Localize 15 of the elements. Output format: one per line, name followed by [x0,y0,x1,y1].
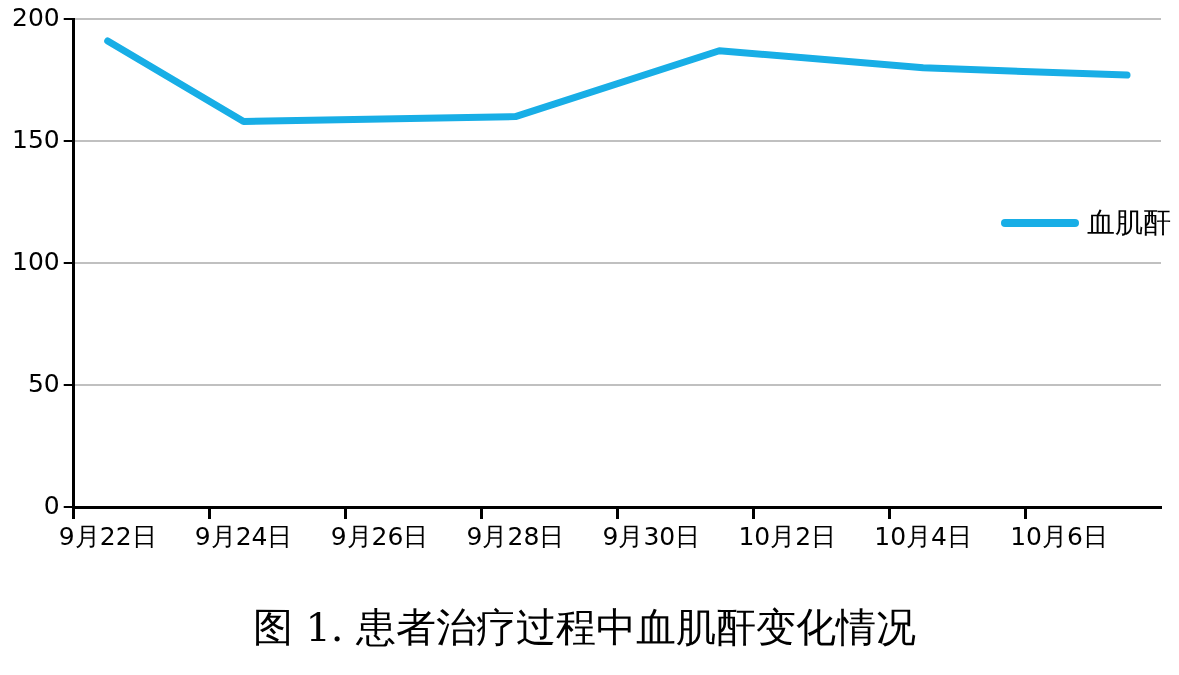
x-tick-label: 9月26日 [330,521,429,551]
legend-label: 血肌酐 [1087,206,1171,240]
x-tick-label: 10月2日 [738,521,837,551]
y-tick-label: 200 [12,2,60,32]
x-tick-label: 10月4日 [874,521,973,551]
x-tick-label: 9月28日 [466,521,565,551]
y-tick-label: 100 [12,246,60,276]
x-tick-label: 10月6日 [1010,521,1108,551]
y-tick-label: 50 [27,368,60,398]
y-tick-label: 150 [12,124,60,154]
x-tick-label: 9月30日 [602,521,701,551]
y-tick-label: 0 [43,490,60,520]
text: 图 1. 患者治疗过程中血肌酐变化情况 [252,604,917,651]
x-tick-label: 9月22日 [58,521,157,551]
x-tick-label: 9月24日 [194,521,293,551]
